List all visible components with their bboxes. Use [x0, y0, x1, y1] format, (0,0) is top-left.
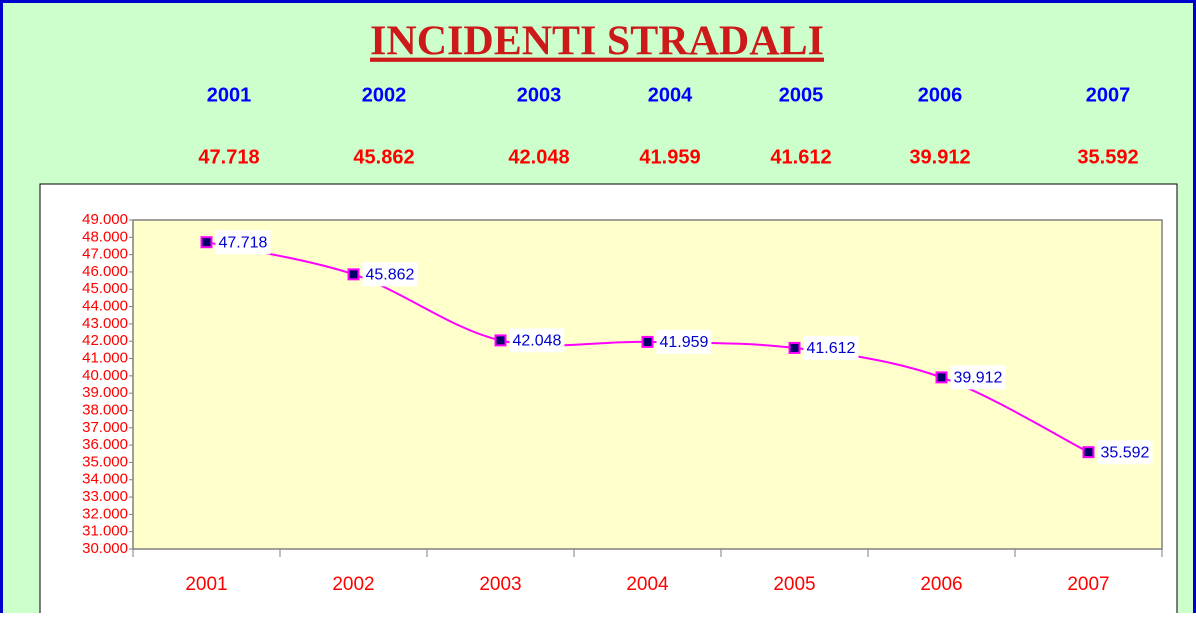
y-tick-label: 31.000: [82, 523, 128, 540]
header-value: 39.912: [909, 146, 970, 168]
header-value: 41.612: [770, 146, 831, 168]
header-year: 2001: [207, 84, 252, 106]
x-tick-label: 2007: [1067, 574, 1109, 595]
data-label-bg: [1097, 440, 1153, 465]
y-tick-label: 49.000: [82, 211, 128, 228]
header-value: 41.959: [639, 146, 700, 168]
y-tick-label: 30.000: [82, 540, 128, 557]
data-label: 41.959: [660, 334, 709, 351]
x-tick-label: 2006: [920, 574, 962, 595]
y-tick-label: 34.000: [82, 471, 128, 488]
data-label: 41.612: [807, 340, 856, 357]
data-label-bg: [215, 230, 271, 255]
marker: [641, 335, 654, 348]
y-tick-label: 36.000: [82, 436, 128, 453]
data-label-bg: [656, 329, 712, 354]
y-tick-label: 41.000: [82, 349, 128, 366]
y-tick-label: 38.000: [82, 401, 128, 418]
data-label: 35.592: [1101, 444, 1150, 461]
y-tick-label: 43.000: [82, 315, 128, 332]
y-tick-label: 39.000: [82, 384, 128, 401]
header-year: 2007: [1086, 84, 1131, 106]
y-tick-label: 42.000: [82, 332, 128, 349]
header-year: 2002: [362, 84, 407, 106]
y-tick-label: 37.000: [82, 419, 128, 436]
header-year: 2004: [648, 84, 693, 106]
y-tick-label: 46.000: [82, 263, 128, 280]
marker: [200, 236, 213, 249]
x-tick-label: 2005: [773, 574, 815, 595]
x-tick-label: 2003: [479, 574, 521, 595]
data-label-bg: [362, 262, 418, 287]
y-tick-label: 47.000: [82, 246, 128, 263]
data-label-bg: [950, 365, 1006, 390]
header-value: 45.862: [353, 146, 414, 168]
plot-area: [132, 219, 1163, 550]
header-year: 2005: [779, 84, 824, 106]
chart-title: INCIDENTI STRADALI: [370, 19, 824, 65]
data-label: 47.718: [219, 234, 268, 251]
data-label: 45.862: [366, 267, 415, 284]
x-tick-label: 2002: [332, 574, 374, 595]
x-tick-label: 2004: [626, 574, 669, 595]
data-label-bg: [803, 335, 859, 360]
header-value: 35.592: [1077, 146, 1138, 168]
marker: [494, 334, 507, 347]
header-year: 2003: [517, 84, 562, 106]
marker: [347, 268, 360, 281]
header-year: 2006: [918, 84, 963, 106]
y-tick-label: 48.000: [82, 228, 128, 245]
data-label: 42.048: [513, 333, 562, 350]
marker: [935, 371, 948, 384]
y-tick-label: 32.000: [82, 505, 128, 522]
y-tick-label: 35.000: [82, 453, 128, 470]
header-value: 47.718: [198, 146, 259, 168]
marker: [788, 341, 801, 354]
y-tick-label: 40.000: [82, 367, 128, 384]
y-tick-label: 45.000: [82, 280, 128, 297]
marker: [1082, 446, 1095, 459]
data-label: 39.912: [954, 370, 1003, 387]
y-tick-label: 33.000: [82, 488, 128, 505]
x-tick-label: 2001: [185, 574, 227, 595]
header-value: 42.048: [508, 146, 569, 168]
y-tick-label: 44.000: [82, 298, 128, 315]
data-label-bg: [509, 328, 565, 353]
